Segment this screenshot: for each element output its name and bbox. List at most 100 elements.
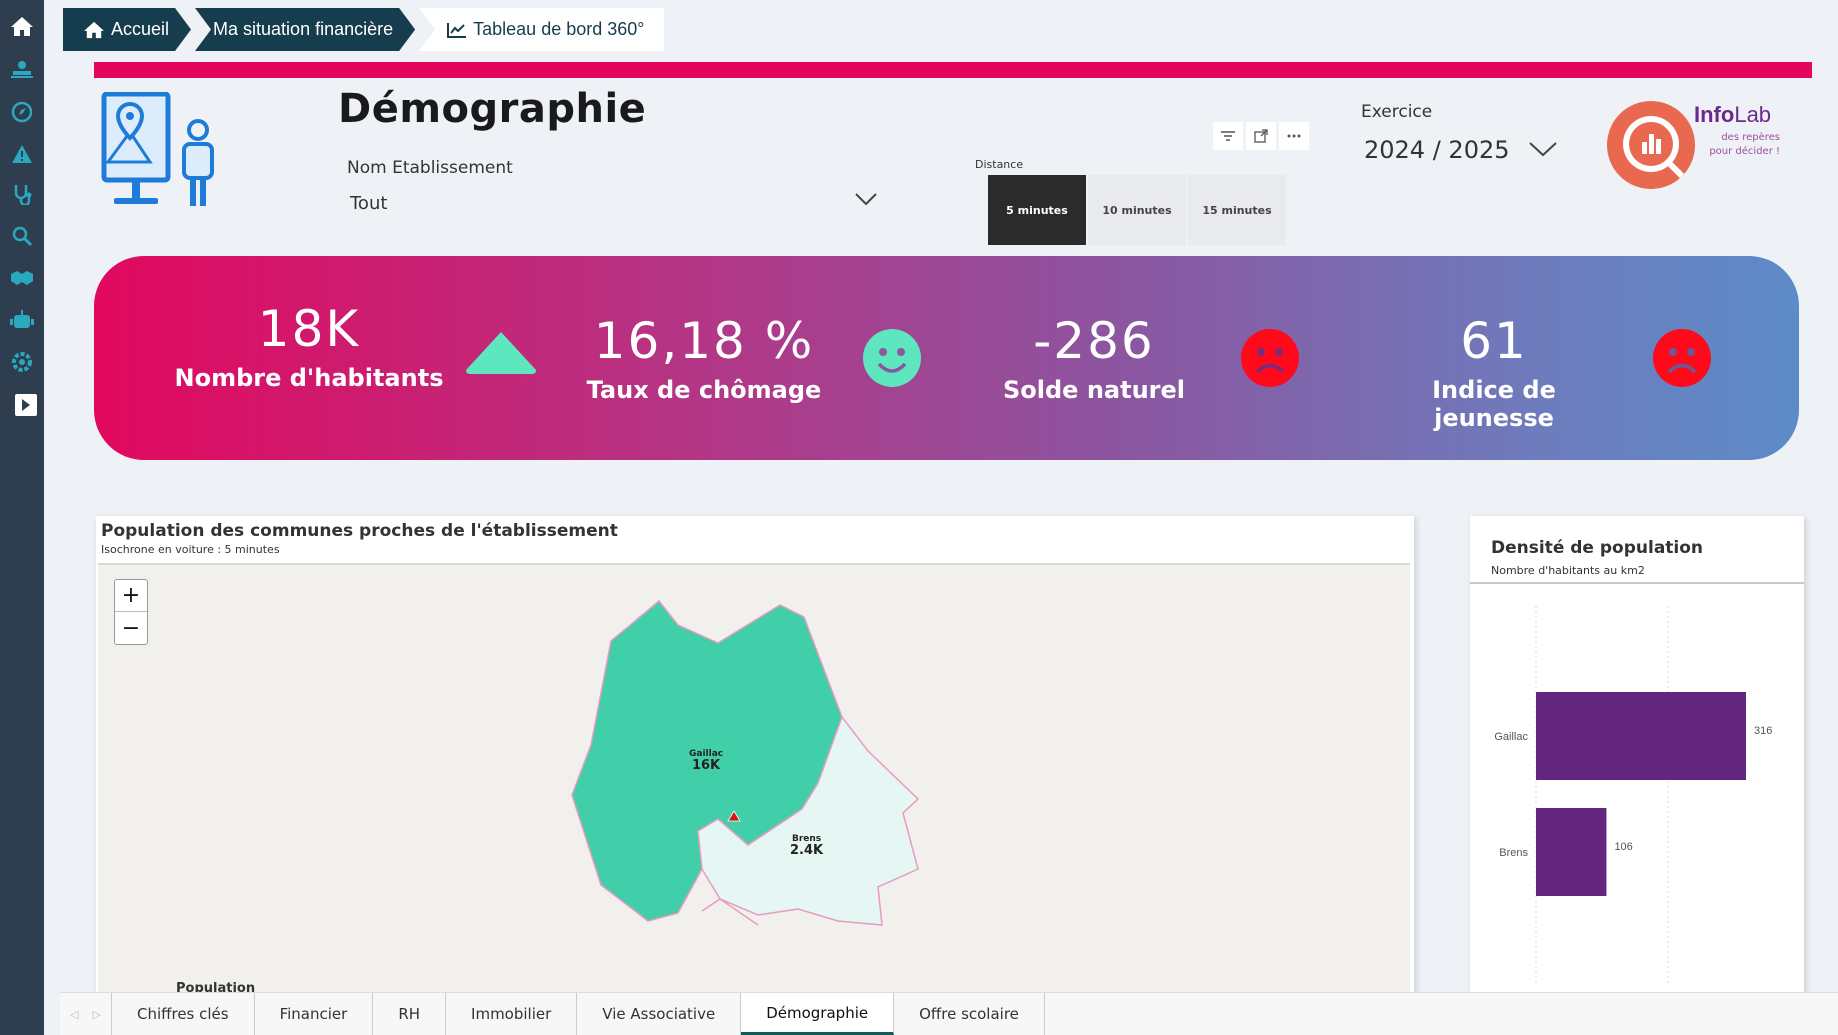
map-person-illustration <box>101 92 214 206</box>
kpi-label: Solde naturel <box>1003 376 1185 404</box>
distance-option-15[interactable]: 15 minutes <box>1188 175 1286 245</box>
kpi-chomage: 16,18 % Taux de chômage <box>584 312 824 404</box>
chevron-down-icon <box>1529 142 1557 157</box>
tab-financier[interactable]: Financier <box>255 993 374 1035</box>
chevron-right-icon[interactable]: ▷ <box>92 1007 101 1021</box>
kpi-banner: 18K Nombre d'habitants 16,18 % Taux de c… <box>94 256 1799 460</box>
map-subtitle: Isochrone en voiture : 5 minutes <box>101 543 280 556</box>
tab-offre-scolaire[interactable]: Offre scolaire <box>894 993 1045 1035</box>
map-card: Population des communes proches de l'éta… <box>96 516 1414 1013</box>
breadcrumb-dashboard-label: Tableau de bord 360° <box>473 19 645 39</box>
distance-label: Distance <box>975 158 1024 171</box>
kpi-label: Taux de chômage <box>586 376 822 404</box>
commune-population: 16K <box>691 758 721 773</box>
density-divider <box>1470 582 1804 584</box>
kpi-habitants: 18K Nombre d'habitants <box>174 300 444 392</box>
focus-mode-icon[interactable] <box>1246 122 1276 150</box>
chevron-down-icon <box>855 193 877 206</box>
exercice-value: 2024 / 2025 <box>1364 136 1510 164</box>
line-chart-icon <box>447 22 467 38</box>
kpi-value: -286 <box>1033 312 1155 370</box>
density-title: Densité de population <box>1491 538 1704 558</box>
label-gaillac: Gaillac 16K <box>689 749 724 773</box>
kpi-solde: -286 Solde naturel <box>974 312 1214 404</box>
tab-vie-associative[interactable]: Vie Associative <box>577 993 742 1035</box>
commune-population: 2.4K <box>790 843 824 858</box>
warning-icon[interactable] <box>8 140 36 168</box>
kpi-label: Nombre d'habitants <box>174 364 444 392</box>
breadcrumb-dashboard[interactable]: Tableau de bord 360° <box>419 8 665 51</box>
kpi-jeunesse: 61 Indice de jeunesse <box>1374 312 1614 432</box>
breadcrumb-situation[interactable]: Ma situation financière <box>195 8 415 51</box>
establishment-marker <box>727 810 741 822</box>
up-triangle-icon <box>466 332 536 374</box>
left-sidebar <box>0 0 44 1035</box>
value-label: 316 <box>1754 725 1772 737</box>
kpi-label: Indice de jeunesse <box>1432 376 1556 432</box>
exercice-dropdown[interactable]: 2024 / 2025 <box>1358 130 1568 170</box>
person-desk-icon[interactable] <box>8 56 36 84</box>
breadcrumb-home-label: Accueil <box>111 19 170 39</box>
label-brens: Brens 2.4K <box>790 834 824 858</box>
logo-brand-b: Lab <box>1734 102 1772 127</box>
stethoscope-icon[interactable] <box>8 180 36 208</box>
zoom-control: + − <box>114 579 148 645</box>
density-subtitle: Nombre d'habitants au km2 <box>1491 564 1645 577</box>
distance-slicer: 5 minutes 10 minutes 15 minutes <box>988 175 1288 245</box>
commune-shapes <box>571 599 920 926</box>
tab-scroll: ◁ ▷ <box>60 993 112 1035</box>
gear-globe-icon[interactable] <box>8 348 36 376</box>
map-title: Population des communes proches de l'éta… <box>101 521 618 541</box>
bar-brens[interactable] <box>1536 808 1607 896</box>
page-title: Démographie <box>338 86 647 132</box>
tab-chiffres-cles[interactable]: Chiffres clés <box>112 993 255 1035</box>
breadcrumb: Accueil Ma situation financière Tableau … <box>63 8 668 51</box>
chevron-left-icon[interactable]: ◁ <box>70 1007 79 1021</box>
home-icon[interactable] <box>8 12 36 40</box>
map-canvas[interactable]: + − Gaillac 16K Brens 2.4K Population <box>98 563 1410 1013</box>
distance-option-10[interactable]: 10 minutes <box>1088 175 1186 245</box>
sad-face-icon <box>1653 329 1711 387</box>
infolab-logo <box>1607 101 1695 189</box>
kpi-value: 16,18 % <box>593 312 815 370</box>
distance-option-5[interactable]: 5 minutes <box>988 175 1086 245</box>
handshake-icon[interactable] <box>8 264 36 292</box>
tab-demographie[interactable]: Démographie <box>741 993 895 1035</box>
visual-toolbar <box>1213 122 1309 150</box>
value-label: 106 <box>1614 841 1632 853</box>
etablissement-dropdown[interactable]: Tout <box>344 188 884 218</box>
etablissement-value: Tout <box>350 192 388 214</box>
category-label: Brens <box>1499 847 1528 859</box>
commune-name: Brens <box>791 834 822 844</box>
logo-brand: InfoLab <box>1694 102 1771 128</box>
kpi-value: 18K <box>257 300 361 358</box>
page-tabs: ◁ ▷ Chiffres clés Financier RH Immobilie… <box>60 992 1838 1035</box>
compass-icon[interactable] <box>8 98 36 126</box>
density-bar-chart: Gaillac 316 Brens 106 <box>1494 606 1772 986</box>
density-card: Densité de population Nombre d'habitants… <box>1470 516 1804 996</box>
category-label: Gaillac <box>1494 731 1528 743</box>
tab-rh[interactable]: RH <box>373 993 447 1035</box>
tab-immobilier[interactable]: Immobilier <box>446 993 578 1035</box>
kpi-value: 61 <box>1460 312 1528 370</box>
breadcrumb-home[interactable]: Accueil <box>63 8 191 51</box>
logo-tagline: des repères pour décider ! <box>1709 132 1780 157</box>
commune-brens-shape <box>697 715 920 926</box>
filter-icon[interactable] <box>1213 122 1243 150</box>
home-icon <box>83 21 105 39</box>
magnifier-icon[interactable] <box>8 222 36 250</box>
zoom-out-button[interactable]: − <box>121 615 141 641</box>
happy-face-icon <box>863 329 921 387</box>
expand-panel-icon[interactable] <box>15 394 37 416</box>
zoom-in-button[interactable]: + <box>115 580 147 612</box>
sad-face-icon <box>1241 329 1299 387</box>
logo-brand-a: Info <box>1694 102 1735 127</box>
etablissement-label: Nom Etablissement <box>347 158 513 178</box>
exercice-label: Exercice <box>1361 102 1433 122</box>
breadcrumb-situation-label: Ma situation financière <box>213 19 394 39</box>
more-options-icon[interactable] <box>1279 122 1309 150</box>
bar-gaillac[interactable] <box>1536 692 1746 780</box>
commune-name: Gaillac <box>689 749 724 759</box>
accent-bar <box>94 62 1812 78</box>
robot-icon[interactable] <box>8 306 36 334</box>
